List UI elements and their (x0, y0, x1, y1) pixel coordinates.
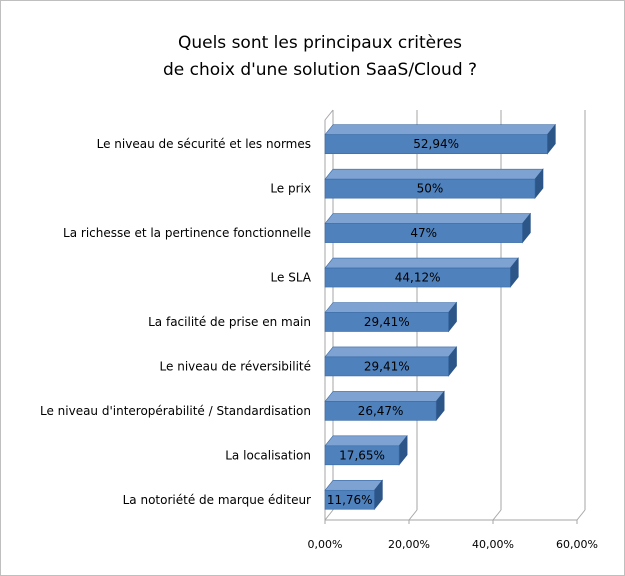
category-label: Le prix (270, 182, 311, 196)
bar (324, 489, 375, 510)
chart-title-line-2: de choix d'une solution SaaS/Cloud ? (162, 60, 478, 80)
bar-value-label: 50% (417, 182, 444, 196)
category-label: Le niveau de réversibilité (160, 359, 311, 373)
gridline-floor (324, 509, 334, 521)
bar (324, 312, 449, 332)
category-label: La richesse et la pertinence fonctionnel… (63, 226, 311, 240)
x-tick-label: 0,00% (308, 538, 343, 551)
bar-value-label: 11,76% (327, 493, 373, 507)
x-tick-label: 40,00% (472, 538, 514, 551)
bar-top-face (324, 479, 384, 491)
category-label: La facilité de prise en main (148, 315, 311, 329)
chart-title: Quels sont les principaux critères de ch… (100, 30, 540, 84)
bar-value-label: 47% (410, 226, 437, 240)
category-label: La localisation (225, 448, 311, 462)
bar-value-label: 44,12% (395, 271, 441, 285)
bar (324, 356, 449, 377)
bar-top-face (324, 435, 408, 447)
bar-value-label: 29,41% (364, 359, 410, 373)
bar (324, 401, 437, 421)
bar-top-face (324, 213, 532, 224)
bar-value-label: 26,47% (358, 404, 404, 418)
bar-top-face (324, 124, 556, 136)
chart-title-line-1: Quels sont les principaux critères (177, 33, 463, 53)
x-tick-label: 20,00% (388, 538, 430, 551)
x-tick-label: 60,00% (556, 538, 598, 551)
bar (324, 267, 511, 288)
category-label: La notoriété de marque éditeur (123, 493, 311, 507)
bar-value-label: 17,65% (339, 448, 385, 462)
bar-top-face (324, 346, 458, 358)
side-wall-top (324, 109, 334, 121)
bar (324, 445, 400, 466)
category-label: Le SLA (271, 271, 312, 285)
category-label: Le niveau de sécurité et les normes (97, 137, 311, 151)
bar-top-face (324, 168, 544, 180)
category-label: Le niveau d'interopérabilité / Standardi… (40, 404, 311, 418)
bar (324, 134, 548, 155)
bar-top-face (324, 302, 458, 313)
gridline-floor (408, 509, 418, 521)
bar-top-face (324, 257, 519, 269)
bar-value-label: 29,41% (364, 315, 410, 329)
bar-value-label: 52,94% (413, 137, 459, 151)
bar (324, 178, 536, 199)
gridline-floor (492, 509, 502, 521)
bar-top-face (324, 391, 445, 402)
gridline-floor (576, 509, 586, 521)
bar (324, 223, 523, 243)
